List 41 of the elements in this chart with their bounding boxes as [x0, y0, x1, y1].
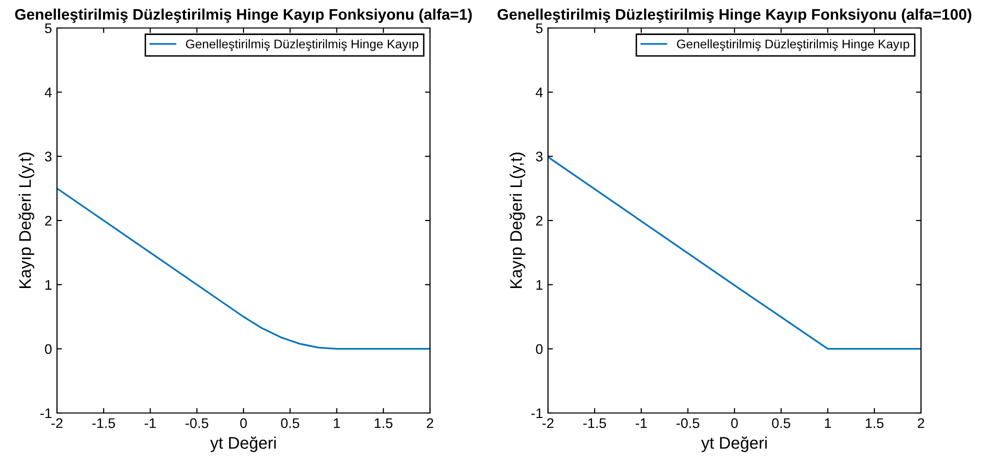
y-axis-title: Kayıp Değeri L(y,t) — [18, 152, 34, 288]
line-series — [57, 188, 430, 350]
x-tick-label: -1 — [636, 418, 647, 428]
y-tick-label: 1 — [536, 280, 542, 290]
x-tick-label: -2 — [51, 418, 62, 428]
x-tick-label: 0 — [731, 418, 738, 428]
x-tick-label: 1 — [334, 418, 340, 428]
legend-label: Genelleştirilmiş Düzleştirilmiş Hinge Kayıp — [186, 39, 418, 51]
x-tick-label: 1.5 — [374, 418, 392, 428]
x-tick-label: 0.5 — [772, 418, 790, 428]
x-axis-title: yt Değeri — [701, 436, 767, 452]
x-tick-label: 2 — [918, 418, 924, 428]
chart-title: Genelleştirilmiş Düzleştirilmiş Hinge Kayıp Fonksiyonu (alfa=100) — [498, 8, 972, 23]
x-tick-label: -1.5 — [583, 418, 606, 428]
y-tick-label: 2 — [536, 216, 542, 226]
x-tick-label: 1.5 — [866, 418, 884, 428]
y-tick-label: 5 — [536, 23, 543, 34]
y-tick-label: 1 — [45, 280, 52, 290]
y-tick-label: 3 — [44, 152, 52, 162]
x-tick-label: -0.5 — [186, 418, 208, 428]
y-tick-label: 4 — [44, 88, 52, 98]
y-tick-label: -1 — [531, 408, 542, 418]
y-tick-label: 5 — [44, 23, 52, 34]
y-tick-label: 0 — [44, 344, 52, 354]
x-tick-label: 2 — [426, 418, 434, 428]
y-tick-label: 4 — [536, 88, 543, 98]
x-tick-label: -1 — [144, 418, 156, 428]
y-tick-label: 0 — [536, 344, 543, 354]
x-tick-label: -1.5 — [92, 418, 116, 428]
x-tick-label: 0 — [240, 418, 247, 428]
x-tick-label: 0.5 — [281, 418, 300, 428]
y-tick-label: 3 — [536, 152, 543, 162]
legend-label: Genelleştirilmiş Düzleştirilmiş Hinge Kayıp — [676, 39, 910, 51]
x-axis-title: yt Değeri — [210, 436, 276, 452]
y-tick-label: -1 — [40, 408, 52, 418]
y-axis-title: Kayıp Değeri L(y,t) — [509, 152, 526, 288]
y-tick-label: 2 — [45, 216, 52, 226]
x-tick-label: -0.5 — [676, 418, 700, 428]
x-tick-label: -2 — [542, 418, 554, 428]
chart-title: Genelleştirilmiş Düzleştirilmiş Hinge Kayıp Fonksiyonu (alfa=1) — [15, 8, 472, 23]
x-tick-label: 1 — [824, 418, 831, 428]
